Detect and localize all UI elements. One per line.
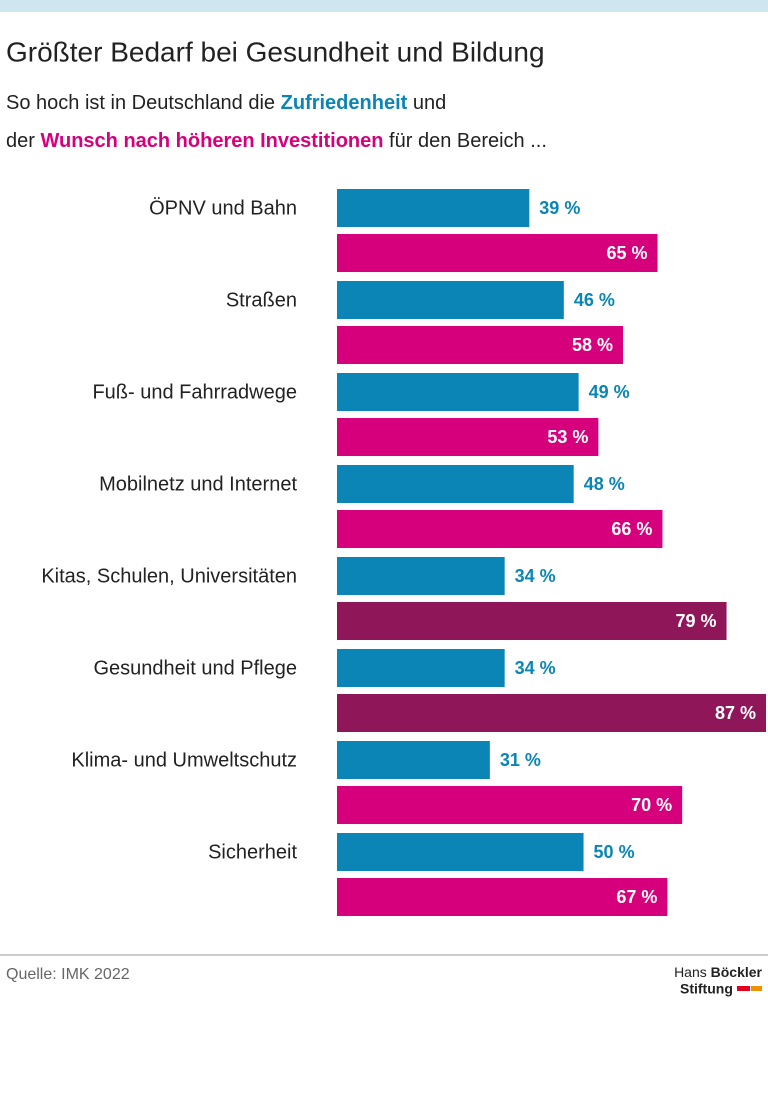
bar	[337, 234, 658, 272]
logo-text: Hans	[674, 964, 707, 980]
source: Quelle: IMK 2022	[6, 966, 130, 983]
logo-mark	[751, 986, 762, 991]
bar	[337, 510, 663, 548]
legend-entry: Wunsch nach höheren Investitionen	[40, 130, 383, 152]
bar	[337, 557, 505, 595]
value-label: 39 %	[539, 198, 580, 218]
value-label: 67 %	[616, 887, 657, 907]
value-label: 50 %	[594, 842, 635, 862]
subtitle-part: und	[413, 92, 446, 114]
category-label: Sicherheit	[208, 841, 297, 863]
bar	[337, 281, 564, 319]
bar	[337, 878, 668, 916]
top-strip	[0, 0, 768, 12]
value-label: 49 %	[589, 382, 630, 402]
value-label: 34 %	[515, 658, 556, 678]
value-label: 87 %	[715, 703, 756, 723]
bar	[337, 833, 584, 871]
category-label: Mobilnetz und Internet	[99, 473, 297, 495]
subtitle-part: So hoch ist in Deutschland die	[6, 92, 275, 114]
bar	[337, 602, 727, 640]
category-label: ÖPNV und Bahn	[149, 197, 297, 219]
logo-text: Stiftung	[680, 981, 733, 997]
chart-title: Größter Bedarf bei Gesundheit und Bildun…	[6, 36, 545, 67]
value-label: 79 %	[676, 611, 717, 631]
value-label: 34 %	[515, 566, 556, 586]
bar	[337, 326, 623, 364]
value-label: 65 %	[606, 243, 647, 263]
bar	[337, 418, 599, 456]
subtitle: der Wunsch nach höheren Investitionen fü…	[6, 130, 547, 152]
subtitle-part: für den Bereich ...	[389, 130, 547, 152]
bar	[337, 741, 490, 779]
logo-text: Böckler	[711, 964, 763, 980]
bar	[337, 189, 530, 227]
logo: Hans Böckler	[674, 964, 762, 980]
subtitle: So hoch ist in Deutschland die Zufrieden…	[6, 92, 446, 114]
category-label: Klima- und Umweltschutz	[71, 749, 297, 771]
category-label: Fuß- und Fahrradwege	[92, 381, 297, 403]
bar	[337, 786, 683, 824]
subtitle-part: der	[6, 130, 35, 152]
value-label: 31 %	[500, 750, 541, 770]
value-label: 48 %	[584, 474, 625, 494]
bar	[337, 465, 574, 503]
value-label: 66 %	[611, 519, 652, 539]
logo-mark	[737, 986, 750, 991]
category-label: Straßen	[226, 289, 297, 311]
value-label: 70 %	[631, 795, 672, 815]
value-label: 53 %	[547, 427, 588, 447]
bar	[337, 373, 579, 411]
value-label: 46 %	[574, 290, 615, 310]
bar	[337, 694, 766, 732]
value-label: 58 %	[572, 335, 613, 355]
bar	[337, 649, 505, 687]
legend-entry: Zufriedenheit	[281, 92, 408, 114]
category-label: Gesundheit und Pflege	[94, 657, 298, 679]
category-label: Kitas, Schulen, Universitäten	[41, 565, 297, 587]
